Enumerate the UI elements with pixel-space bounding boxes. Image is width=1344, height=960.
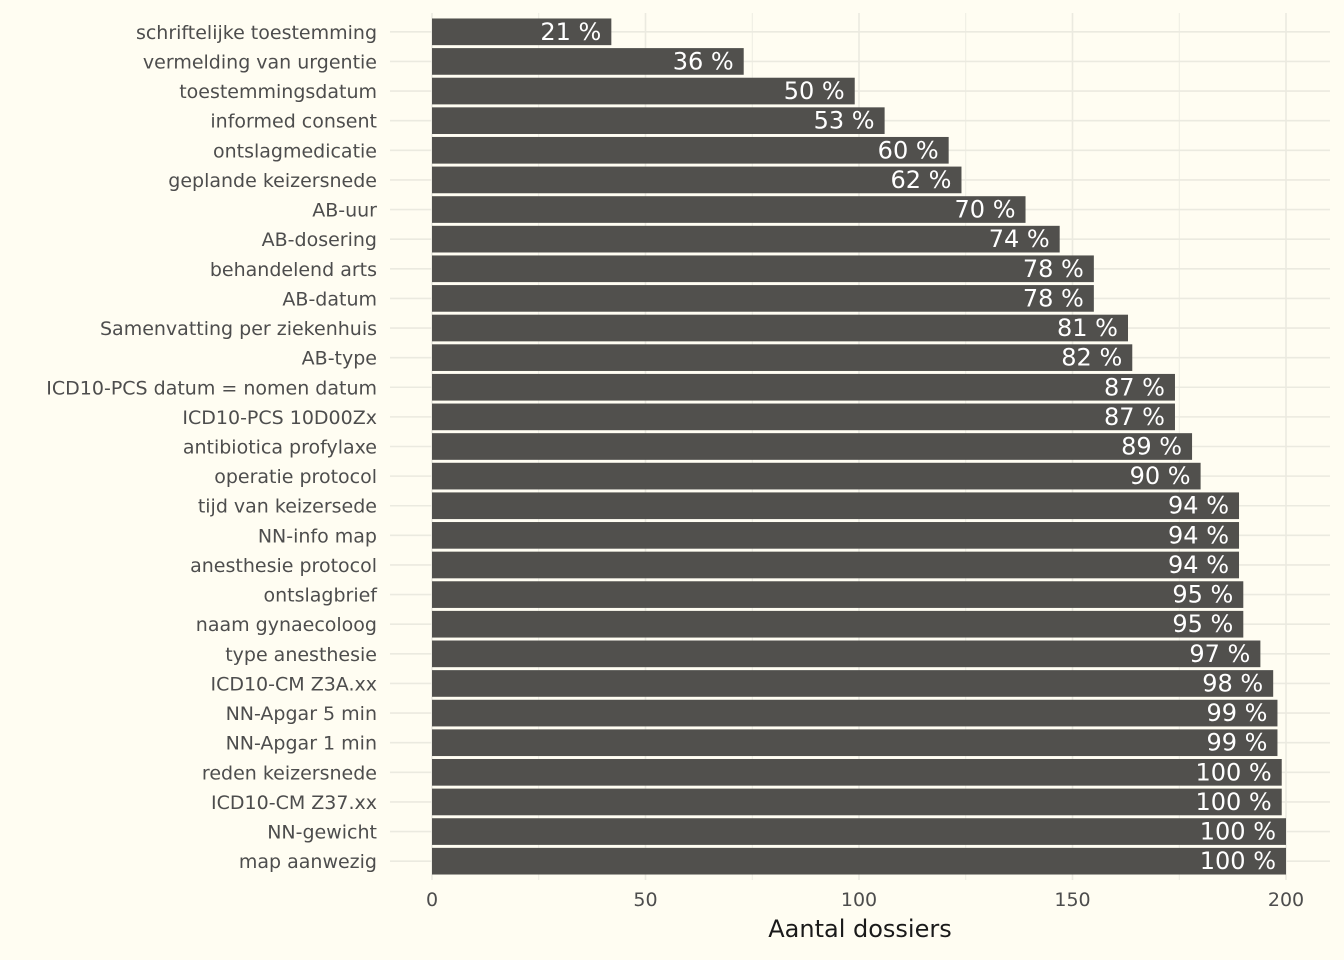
data-labels: 21 %36 %50 %53 %60 %62 %70 %74 %78 %78 %… <box>540 18 1276 875</box>
data-label: 100 % <box>1195 788 1271 816</box>
bar <box>432 758 1282 786</box>
data-label: 78 % <box>1023 255 1084 283</box>
x-tick-labels: 0 50 100 150 200 <box>426 889 1304 911</box>
category-label: ICD10-PCS 10D00Zx <box>182 407 377 429</box>
bar <box>432 285 1094 312</box>
category-label: ICD10-CM Z3A.xx <box>210 673 377 695</box>
x-tick-label: 150 <box>1054 889 1090 911</box>
data-label: 100 % <box>1200 818 1276 846</box>
data-label: 99 % <box>1206 729 1267 757</box>
bar <box>432 107 885 135</box>
category-label: operatie protocol <box>214 466 377 488</box>
category-label: NN-Apgar 5 min <box>226 703 377 725</box>
bar <box>432 18 612 46</box>
data-label: 74 % <box>989 225 1050 253</box>
data-label: 60 % <box>878 136 939 164</box>
category-label: anesthesie protocol <box>190 555 377 577</box>
x-tick-label: 0 <box>426 889 438 911</box>
data-label: 98 % <box>1202 669 1263 697</box>
bar <box>432 492 1240 520</box>
bar <box>432 640 1261 668</box>
bar <box>432 314 1129 342</box>
bar <box>432 847 1286 875</box>
bar <box>432 670 1274 697</box>
bar <box>432 403 1175 431</box>
category-labels: schriftelijke toestemming vermelding van … <box>46 22 378 873</box>
data-label: 81 % <box>1057 314 1118 342</box>
category-label: vermelding van urgentie <box>143 51 377 73</box>
category-label: ontslagbrief <box>263 585 378 607</box>
category-label: AB-type <box>302 348 377 370</box>
category-label: AB-dosering <box>262 229 377 251</box>
category-label: reden keizersnede <box>202 762 377 784</box>
x-tick-label: 200 <box>1268 889 1304 911</box>
x-tick-label: 100 <box>841 889 877 911</box>
bar <box>432 166 962 194</box>
category-label: geplande keizersnede <box>168 170 377 192</box>
data-label: 70 % <box>955 196 1016 224</box>
x-tick-label: 50 <box>633 889 657 911</box>
category-label: AB-datum <box>282 288 377 310</box>
data-label: 62 % <box>890 166 951 194</box>
category-label: AB-uur <box>312 200 377 222</box>
bar <box>432 196 1026 223</box>
data-label: 100 % <box>1195 758 1271 786</box>
bar <box>432 818 1286 845</box>
category-label: naam gynaecoloog <box>196 614 377 636</box>
bar <box>432 373 1175 401</box>
data-label: 50 % <box>784 77 845 105</box>
bar <box>432 788 1282 816</box>
category-label: ICD10-CM Z37.xx <box>211 792 377 814</box>
data-label: 95 % <box>1172 610 1233 638</box>
data-label: 82 % <box>1061 344 1122 372</box>
bar <box>432 581 1244 608</box>
bar <box>432 136 949 164</box>
bar <box>432 225 1060 253</box>
category-label: informed consent <box>210 111 377 133</box>
category-label: type anesthesie <box>225 644 377 666</box>
bar <box>432 77 855 105</box>
data-label: 94 % <box>1168 521 1229 549</box>
x-axis-title: Aantal dossiers <box>768 915 951 943</box>
data-label: 94 % <box>1168 551 1229 579</box>
data-label: 89 % <box>1121 433 1182 461</box>
bar <box>432 433 1193 460</box>
bar <box>432 699 1278 727</box>
data-label: 21 % <box>540 18 601 46</box>
category-label: behandelend arts <box>210 259 377 281</box>
category-label: NN-info map <box>258 525 377 547</box>
bar <box>432 610 1244 638</box>
data-label: 87 % <box>1104 403 1165 431</box>
category-label: antibiotica profylaxe <box>183 437 377 459</box>
data-label: 53 % <box>814 107 875 135</box>
bar <box>432 462 1201 490</box>
data-label: 87 % <box>1104 373 1165 401</box>
data-label: 95 % <box>1172 581 1233 609</box>
category-label: schriftelijke toestemming <box>136 22 377 44</box>
bar <box>432 551 1240 579</box>
data-label: 36 % <box>673 47 734 75</box>
data-label: 100 % <box>1200 847 1276 875</box>
bar <box>432 522 1240 549</box>
category-label: map aanwezig <box>239 851 377 873</box>
category-label: tijd van keizersede <box>198 496 377 518</box>
category-label: NN-Apgar 1 min <box>226 733 377 755</box>
category-label: Samenvatting per ziekenhuis <box>100 318 377 340</box>
category-label: ICD10-PCS datum = nomen datum <box>46 377 377 399</box>
category-label: toestemmingsdatum <box>179 81 377 103</box>
bar <box>432 344 1133 371</box>
category-label: NN-gewicht <box>267 822 377 844</box>
data-label: 94 % <box>1168 492 1229 520</box>
data-label: 90 % <box>1130 462 1191 490</box>
category-label: ontslagmedicatie <box>213 140 377 162</box>
data-label: 97 % <box>1189 640 1250 668</box>
bar <box>432 48 744 75</box>
bar <box>432 255 1094 283</box>
bar <box>432 729 1278 757</box>
data-label: 99 % <box>1206 699 1267 727</box>
data-label: 78 % <box>1023 284 1084 312</box>
bars <box>432 18 1286 875</box>
